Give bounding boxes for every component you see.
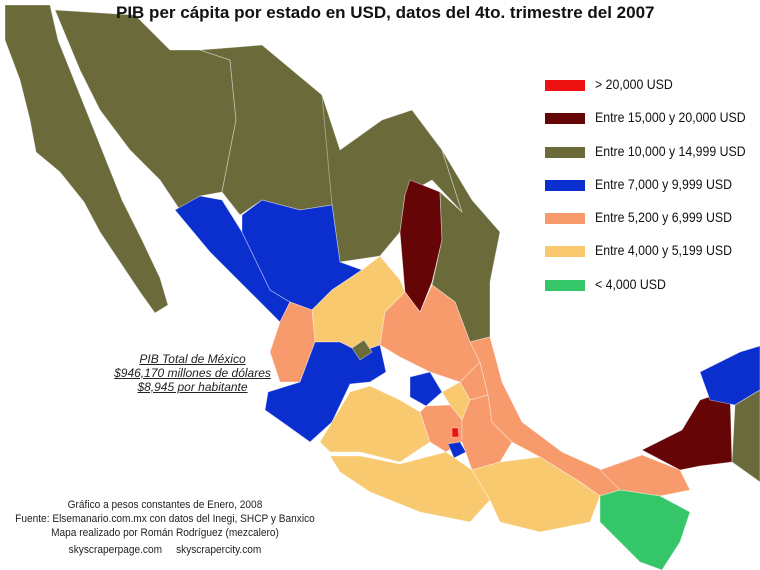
region-aguascalientes <box>351 339 373 361</box>
legend-label: Entre 5,200 y 6,999 USD <box>595 209 732 226</box>
legend-label: Entre 15,000 y 20,000 USD <box>595 109 746 126</box>
credits-line: Mapa realizado por Román Rodríguez (mezc… <box>51 527 279 539</box>
credits: Gráfico a pesos constantes de Enero, 200… <box>4 498 326 557</box>
legend-label: < 4,000 USD <box>595 275 666 292</box>
legend-label: Entre 10,000 y 14,999 USD <box>595 142 746 159</box>
legend-swatch <box>545 279 585 291</box>
region-oaxaca <box>471 456 601 533</box>
credits-line: Fuente: Elsemanario.com.mx con datos del… <box>15 513 315 525</box>
legend-swatch <box>545 179 585 191</box>
region-jalisco <box>264 341 387 443</box>
legend-swatch <box>545 213 585 225</box>
region-campeche <box>641 389 733 471</box>
map-title: PIB per cápita por estado en USD, datos … <box>116 3 655 22</box>
note-line: $946,170 millones de dólares <box>114 366 271 380</box>
region-yucatan <box>699 345 760 406</box>
legend-label: Entre 4,000 y 5,199 USD <box>595 242 732 259</box>
region-guerrero <box>329 451 491 523</box>
region-chiapas <box>599 489 691 570</box>
region-quintana-roo <box>731 389 760 483</box>
legend-swatch <box>545 146 585 158</box>
credits-line: Gráfico a pesos constantes de Enero, 200… <box>67 499 263 511</box>
credits-sites: skyscraperpage.com skyscrapercity.com <box>68 544 262 556</box>
legend-label: Entre 7,000 y 9,999 USD <box>595 175 732 192</box>
region-df <box>451 427 460 438</box>
region-sonora <box>54 9 237 211</box>
note-line: PIB Total de México <box>139 352 246 366</box>
legend-label: > 20,000 USD <box>595 76 673 92</box>
legend-swatch <box>545 113 585 125</box>
gdp-note: PIB Total de México $946,170 millones de… <box>95 352 290 394</box>
region-guanajuato <box>409 371 443 407</box>
note-line: $8,945 por habitante <box>137 380 248 394</box>
legend-swatch <box>545 80 585 91</box>
legend-swatch <box>545 246 585 258</box>
region-baja-california <box>4 4 169 314</box>
